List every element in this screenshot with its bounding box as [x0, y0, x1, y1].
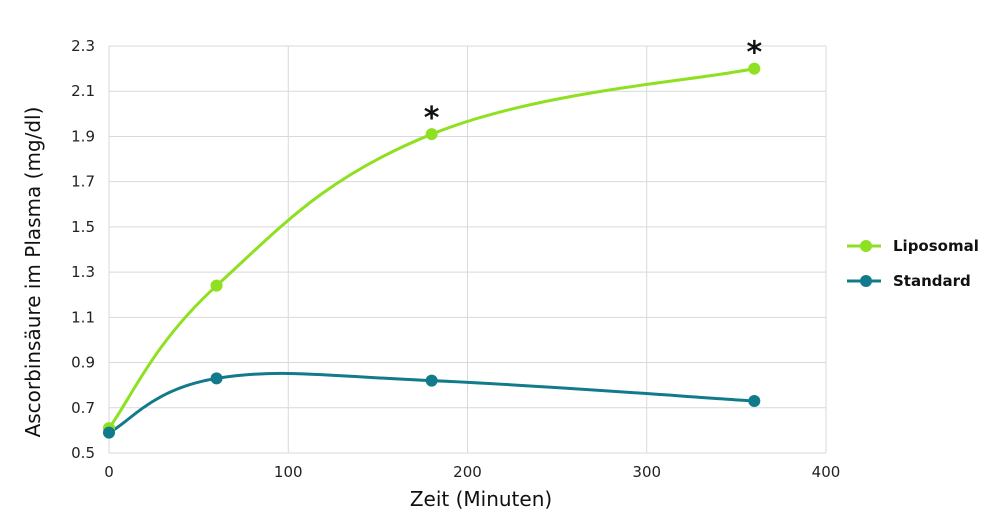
y-axis-label: Ascorbinsäure im Plasma (mg/dl)	[21, 107, 45, 438]
series-line-liposomal	[107, 67, 756, 430]
y-axis-ticks: 0.5 0.7 0.9 1.1 1.3 1.5 1.7 1.9 2.1 2.3	[71, 37, 95, 462]
x-tick-label: 400	[812, 463, 841, 481]
data-point-standard	[103, 426, 115, 439]
y-tick-label: 0.5	[71, 444, 95, 462]
y-tick-label: 1.5	[71, 218, 95, 236]
data-point-standard	[748, 394, 761, 407]
y-tick-label: 0.7	[71, 399, 95, 417]
x-axis-label: Zeit (Minuten)	[410, 487, 552, 511]
x-tick-label: 0	[104, 463, 114, 481]
y-tick-label: 2.3	[71, 37, 95, 55]
y-tick-label: 1.7	[71, 173, 95, 191]
data-point-liposomal	[425, 128, 438, 141]
legend: Liposomal Standard	[847, 237, 979, 290]
legend-swatch-marker	[860, 275, 872, 287]
y-tick-label: 2.1	[71, 82, 95, 100]
legend-item-liposomal: Liposomal	[847, 237, 979, 255]
grid	[108, 45, 827, 454]
x-tick-label: 200	[453, 463, 482, 481]
legend-swatch-marker	[860, 240, 872, 252]
significance-marker: *	[746, 36, 762, 71]
annotations: **	[424, 36, 763, 137]
data-point-liposomal	[748, 62, 761, 75]
x-axis-ticks: 0 100 200 300 400	[104, 463, 840, 481]
data-point-standard	[210, 372, 223, 385]
y-tick-label: 1.1	[71, 308, 95, 326]
data-point-liposomal	[210, 279, 223, 292]
y-tick-label: 1.3	[71, 263, 95, 281]
x-tick-label: 100	[274, 463, 303, 481]
legend-item-standard: Standard	[847, 272, 971, 290]
series-points	[103, 62, 761, 439]
legend-label: Standard	[893, 272, 971, 290]
series-line-standard	[107, 371, 756, 435]
series-lines	[107, 67, 756, 435]
y-tick-label: 1.9	[71, 127, 95, 145]
legend-label: Liposomal	[893, 237, 979, 255]
x-tick-label: 300	[632, 463, 661, 481]
data-point-standard	[425, 374, 438, 387]
significance-marker: *	[424, 101, 440, 136]
y-tick-label: 0.9	[71, 354, 95, 372]
